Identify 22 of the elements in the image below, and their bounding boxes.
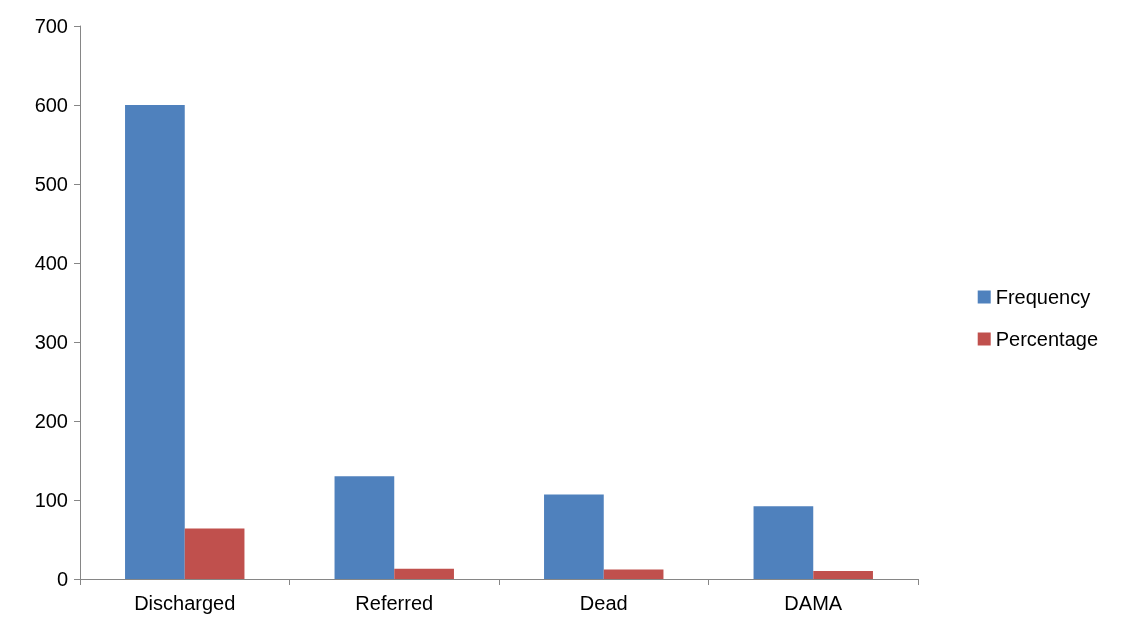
legend-label: Frequency <box>995 286 1091 308</box>
x-tick-label: DAMA <box>784 592 843 614</box>
bar <box>125 105 185 579</box>
bar <box>394 568 454 579</box>
y-tick-label: 300 <box>34 331 68 353</box>
y-tick-label: 500 <box>34 173 68 195</box>
y-tick-label: 100 <box>34 489 68 511</box>
x-tick-label: Discharged <box>134 592 236 614</box>
bar <box>544 494 604 579</box>
bar <box>813 571 873 579</box>
y-tick-label: 700 <box>34 15 68 37</box>
bar <box>334 476 395 579</box>
y-tick-label: 600 <box>34 94 68 116</box>
y-tick-label: 0 <box>56 568 68 590</box>
y-tick-label: 200 <box>34 410 68 432</box>
x-tick-label: Dead <box>579 592 628 614</box>
legend-label: Percentage <box>995 328 1098 350</box>
x-tick-label: Referred <box>355 592 434 614</box>
bar <box>753 506 814 579</box>
bar <box>603 569 664 579</box>
y-tick-label: 400 <box>34 252 68 274</box>
bar <box>184 528 245 579</box>
